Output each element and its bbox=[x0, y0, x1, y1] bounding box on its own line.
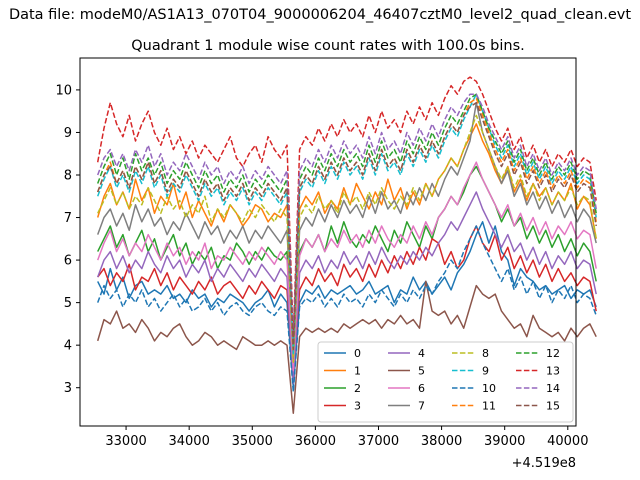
series-line-10 bbox=[96, 225, 597, 393]
x-tick-label: 34000 bbox=[168, 434, 209, 449]
legend-label-13: 13 bbox=[546, 365, 560, 378]
y-tick-label: 8 bbox=[64, 168, 72, 183]
series-line-3 bbox=[97, 225, 597, 380]
x-tick-label: 37000 bbox=[358, 434, 399, 449]
series-line-8 bbox=[97, 114, 597, 363]
legend-label-2: 2 bbox=[354, 382, 361, 395]
y-tick-label: 7 bbox=[64, 211, 72, 226]
y-tick-label: 10 bbox=[55, 83, 72, 98]
legend-label-6: 6 bbox=[418, 382, 425, 395]
legend-label-12: 12 bbox=[546, 347, 560, 360]
y-tick-label: 5 bbox=[64, 296, 72, 311]
axes-frame bbox=[79, 57, 577, 427]
legend-label-15: 15 bbox=[546, 400, 560, 413]
legend-label-7: 7 bbox=[418, 400, 425, 413]
plot-lines bbox=[96, 76, 597, 414]
y-tick-label: 9 bbox=[64, 126, 72, 141]
series-line-14 bbox=[96, 93, 597, 342]
series-line-6 bbox=[96, 161, 597, 372]
legend-box bbox=[317, 341, 574, 423]
series-line-0 bbox=[97, 221, 597, 389]
series-line-5 bbox=[96, 280, 597, 414]
legend-label-14: 14 bbox=[546, 382, 560, 395]
series-line-9 bbox=[96, 93, 597, 355]
x-axis: 33000 34000 35000 36000 37000 38000 39000 40000 bbox=[105, 426, 588, 449]
legend-label-8: 8 bbox=[482, 347, 489, 360]
x-offset-label: +4.519e8 bbox=[512, 456, 576, 471]
x-tick-label: 39000 bbox=[484, 434, 525, 449]
y-axis: 3 4 5 6 7 8 9 10 bbox=[55, 83, 80, 396]
y-tick-label: 3 bbox=[64, 381, 72, 396]
figure-suptitle: Data file: modeM0/AS1A13_070T04_90000062… bbox=[9, 7, 631, 23]
y-tick-label: 4 bbox=[64, 339, 72, 354]
series-line-7 bbox=[96, 101, 597, 359]
legend-label-4: 4 bbox=[418, 347, 425, 360]
series-line-13 bbox=[96, 76, 597, 338]
legend-label-11: 11 bbox=[482, 400, 496, 413]
legend-label-0: 0 bbox=[354, 347, 361, 360]
y-tick-label: 6 bbox=[64, 254, 72, 269]
x-tick-label: 38000 bbox=[421, 434, 462, 449]
x-tick-label: 40000 bbox=[547, 434, 588, 449]
legend-label-1: 1 bbox=[354, 365, 361, 378]
series-line-1 bbox=[96, 123, 597, 368]
x-tick-label: 36000 bbox=[295, 434, 336, 449]
series-line-15 bbox=[96, 101, 597, 351]
x-tick-label: 35000 bbox=[232, 434, 273, 449]
series-line-4 bbox=[96, 191, 597, 385]
chart-title: Quadrant 1 module wise count rates with … bbox=[131, 38, 525, 54]
legend-label-5: 5 bbox=[418, 365, 425, 378]
legend-label-3: 3 bbox=[354, 400, 361, 413]
series-line-12 bbox=[96, 93, 597, 346]
legend-label-10: 10 bbox=[482, 382, 496, 395]
legend-label-9: 9 bbox=[482, 365, 489, 378]
x-tick-label: 33000 bbox=[105, 434, 146, 449]
